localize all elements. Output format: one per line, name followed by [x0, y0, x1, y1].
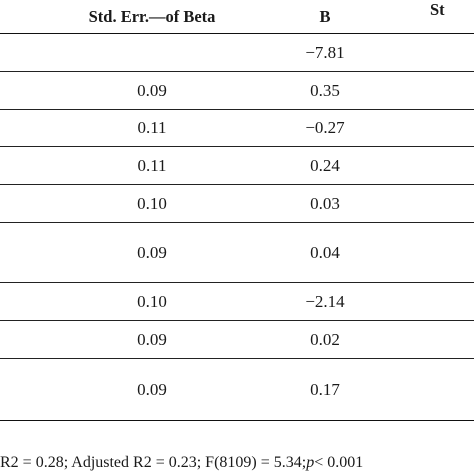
b-cell: 0.17 — [310, 379, 340, 399]
header-st-partial: St — [430, 0, 445, 19]
b-cell: 0.35 — [310, 80, 340, 100]
header-b: B — [319, 6, 331, 26]
regression-table: Std. Err.—of Beta B St −7.81 0.09 0.35 0… — [0, 0, 474, 421]
b-cell: 0.24 — [310, 155, 340, 175]
table-row: 0.10 −2.14 — [0, 283, 474, 321]
table-row: 0.09 0.35 — [0, 72, 474, 110]
std-err-cell: 0.09 — [137, 242, 167, 262]
std-err-cell — [52, 34, 252, 71]
std-err-cell: 0.09 — [137, 379, 167, 399]
std-err-cell: 0.09 — [137, 329, 167, 349]
std-err-cell: 0.11 — [137, 155, 167, 175]
table-header-row: Std. Err.—of Beta B St — [0, 0, 474, 34]
b-cell: 0.03 — [310, 193, 340, 213]
std-err-cell: 0.10 — [137, 291, 167, 311]
b-cell: 0.04 — [310, 242, 340, 262]
b-cell: −7.81 — [305, 42, 345, 62]
std-err-cell: 0.10 — [137, 193, 167, 213]
header-std-err: Std. Err.—of Beta — [88, 6, 216, 26]
std-err-cell: 0.09 — [137, 80, 167, 100]
table-row: 0.10 0.03 — [0, 185, 474, 223]
footnote-p-value: < 0.001 — [314, 454, 364, 471]
footnote-p-symbol: p — [306, 454, 315, 471]
b-cell: −0.27 — [305, 118, 345, 137]
b-cell: 0.02 — [310, 329, 340, 349]
std-err-cell: 0.11 — [137, 118, 167, 137]
b-cell: −2.14 — [305, 291, 345, 311]
table-row: 0.09 0.17 — [0, 359, 474, 421]
table-footnote: R2 = 0.28; Adjusted R2 = 0.23; F(8109) =… — [0, 452, 474, 474]
table-row: 0.11 0.24 — [0, 147, 474, 185]
table-row: −7.81 — [0, 34, 474, 72]
table-row: 0.09 0.02 — [0, 321, 474, 359]
footnote-stats: R2 = 0.28; Adjusted R2 = 0.23; F(8109) =… — [0, 454, 307, 471]
table-row: 0.11 −0.27 — [0, 110, 474, 147]
table-row: 0.09 0.04 — [0, 223, 474, 283]
